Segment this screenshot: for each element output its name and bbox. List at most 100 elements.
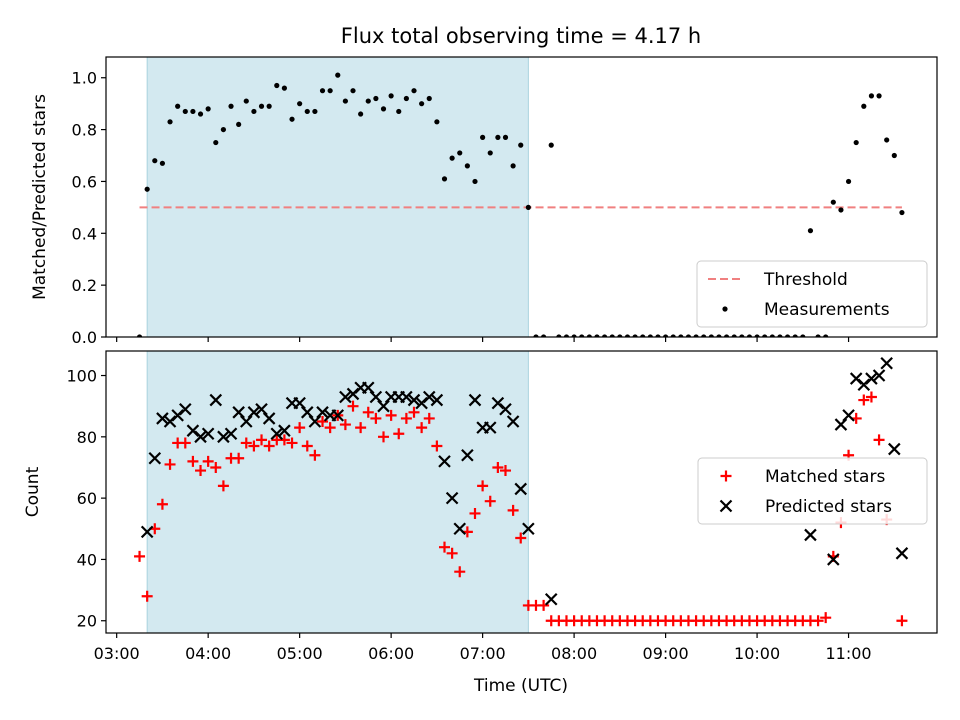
data-point: [152, 158, 158, 164]
data-point: [483, 421, 497, 434]
data-point: [293, 396, 306, 410]
x-tick-label: 07:00: [460, 644, 506, 663]
data-point: [308, 415, 322, 428]
data-point: [484, 495, 496, 507]
data-point: [571, 334, 577, 337]
y-tick-label: 100: [66, 367, 97, 386]
data-point: [370, 412, 382, 424]
x-tick-label: 09:00: [643, 644, 689, 663]
data-point: [453, 522, 467, 536]
data-point: [594, 334, 600, 337]
data-point: [281, 85, 287, 91]
y-tick-label: 0.2: [72, 276, 97, 295]
legend-marker: [720, 470, 732, 482]
data-point: [701, 334, 707, 337]
data-point: [408, 406, 420, 418]
data-point: [400, 412, 412, 424]
data-point: [842, 409, 855, 422]
y-tick-label: 80: [77, 428, 97, 447]
data-point: [533, 334, 539, 337]
count-y-axis-label: Count: [23, 466, 43, 517]
data-point: [873, 434, 885, 446]
data-point: [746, 334, 753, 337]
data-point: [144, 186, 150, 192]
data-point: [446, 547, 458, 559]
data-point: [362, 406, 374, 418]
data-point: [248, 440, 260, 452]
data-point: [538, 599, 550, 611]
data-point: [430, 393, 444, 407]
data-point: [301, 440, 313, 452]
data-point: [632, 334, 638, 337]
y-tick-label: 20: [77, 612, 97, 631]
data-point: [232, 406, 245, 419]
data-point: [388, 93, 394, 99]
data-point: [888, 442, 901, 456]
data-point: [309, 449, 321, 461]
data-point: [431, 440, 443, 452]
data-point: [355, 422, 367, 434]
data-point: [400, 390, 413, 404]
data-point: [865, 372, 878, 385]
legend-label: Predicted stars: [765, 497, 892, 517]
ratio-y-axis-label: Matched/Predicted stars: [30, 94, 50, 300]
data-point: [209, 393, 223, 407]
data-point: [438, 455, 451, 468]
data-point: [477, 480, 489, 492]
data-point: [358, 111, 364, 117]
data-point: [454, 566, 466, 578]
data-point: [335, 72, 341, 78]
data-point: [823, 334, 829, 337]
data-point: [134, 550, 146, 562]
data-point: [544, 593, 558, 606]
data-point: [865, 391, 877, 403]
y-tick-label: 0.0: [72, 328, 97, 347]
data-point: [506, 415, 520, 428]
data-point: [179, 437, 191, 449]
chart-title: Flux total observing time = 4.17 h: [341, 24, 701, 48]
data-point: [240, 415, 253, 428]
data-point: [141, 590, 153, 602]
data-point: [853, 139, 859, 146]
data-point: [472, 178, 478, 185]
data-point: [449, 155, 455, 161]
data-point: [210, 461, 222, 473]
data-point: [868, 93, 875, 99]
data-point: [777, 334, 783, 337]
data-point: [507, 504, 519, 516]
data-point: [876, 93, 882, 99]
data-point: [480, 134, 486, 140]
data-point: [792, 334, 798, 337]
data-point: [499, 465, 511, 477]
panel-frame: [105, 56, 938, 338]
data-point: [838, 207, 844, 213]
data-point: [396, 108, 402, 115]
x-axis-label: Time (UTC): [473, 676, 568, 696]
data-point: [403, 95, 409, 102]
data-point: [685, 334, 692, 337]
data-point: [156, 498, 168, 510]
data-point: [300, 406, 314, 419]
ratio-panel: 0.0 0.2 0.4 0.6 0.8 1.0 Threshold Measurements: [72, 56, 938, 347]
data-point: [495, 134, 501, 140]
data-point: [339, 390, 352, 404]
data-point: [678, 334, 684, 337]
data-point: [441, 176, 448, 182]
count-panel: 20 40 60 80 100 03:00 04:00 05:00 06:00 07:00 08:0…: [66, 350, 938, 663]
observing-window-band: [146, 350, 529, 634]
data-point: [510, 163, 516, 169]
data-point: [827, 553, 840, 566]
panel-frame: [105, 350, 938, 634]
data-point: [514, 482, 528, 496]
data-point: [220, 126, 227, 133]
data-point: [499, 402, 512, 416]
data-point: [385, 409, 397, 421]
data-point: [662, 334, 669, 337]
data-point: [319, 88, 326, 94]
data-point: [304, 108, 310, 115]
data-point: [739, 334, 745, 337]
data-point: [377, 399, 390, 413]
data-point: [769, 334, 775, 337]
data-point: [708, 334, 714, 337]
